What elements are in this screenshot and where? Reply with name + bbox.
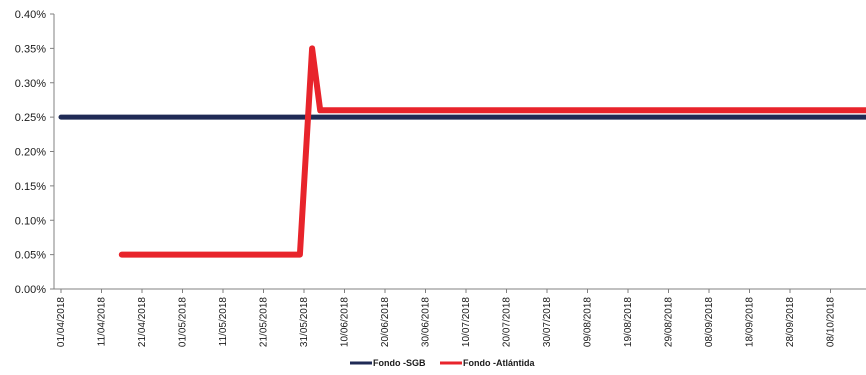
x-tick-label: 11/05/2018 [218,297,229,347]
series-lines [58,45,866,258]
x-tick-label: 30/07/2018 [542,297,553,347]
x-tick-label: 11/04/2018 [97,297,108,347]
y-tick-label: 0.00% [15,284,46,296]
x-tick-label: 30/06/2018 [421,297,432,347]
axes [53,14,866,290]
x-tick-label: 01/04/2018 [56,297,67,347]
legend-label: Fondo -Atlántida [463,358,535,368]
y-tick-label: 0.35% [15,43,46,55]
x-tick-label: 10/06/2018 [340,297,351,347]
legend: Fondo -SGB Fondo -Atlántida [350,358,535,368]
series-line-atlantida [118,45,866,258]
x-tick-label: 01/05/2018 [178,297,189,347]
x-tick-label: 08/10/2018 [826,297,837,347]
y-tick-label: 0.05% [15,250,46,262]
x-tick-label: 29/08/2018 [664,297,675,347]
x-tick-label: 18/09/2018 [745,297,756,347]
y-tick-label: 0.25% [15,112,46,124]
x-tick-label: 19/08/2018 [623,297,634,347]
y-tick-label: 0.30% [15,78,46,90]
y-tick-label: 0.10% [15,215,46,227]
x-tick-label: 10/07/2018 [461,297,472,347]
x-tick-label: 20/07/2018 [502,297,513,347]
x-tick-label: 31/05/2018 [299,297,310,347]
x-tick-label: 09/08/2018 [583,297,594,347]
x-tick-label: 21/04/2018 [137,297,148,347]
x-axis-ticks: 01/04/2018 11/04/2018 21/04/2018 01/05/2018… [56,289,837,347]
x-tick-label: 08/09/2018 [704,297,715,347]
x-tick-label: 20/06/2018 [380,297,391,347]
x-tick-label: 28/09/2018 [785,297,796,347]
y-tick-label: 0.20% [15,147,46,159]
y-axis-ticks: 0.00% 0.05% 0.10% 0.15% 0.20% 0.25% 0.30% 0.35%… [15,9,54,296]
y-tick-label: 0.15% [15,181,46,193]
y-tick-label: 0.40% [15,9,46,21]
x-tick-label: 21/05/2018 [259,297,270,347]
legend-label: Fondo -SGB [373,358,426,368]
